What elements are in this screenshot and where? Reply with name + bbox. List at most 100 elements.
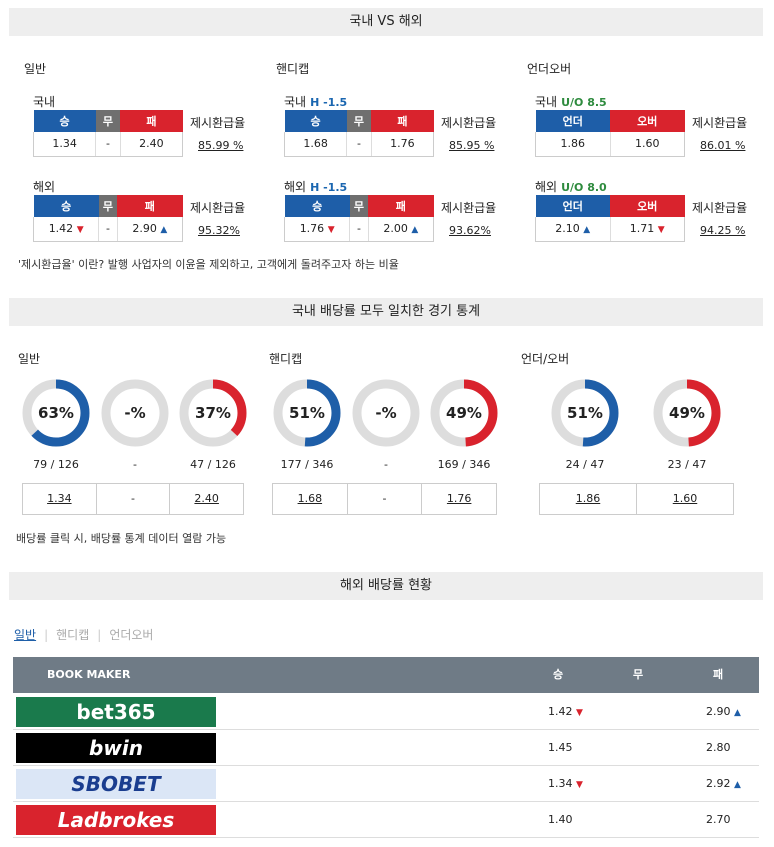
tab-handicap[interactable]: 핸디캡 [56,628,90,642]
win-odds: 1.42 ▼ [32,217,99,242]
up-arrow-icon: ▲ [734,780,741,790]
win-odds: 1.45 [548,741,573,754]
stat-odds-link[interactable]: 1.76 [421,484,496,514]
down-arrow-icon: ▼ [576,780,583,790]
donut-count: 177 / 346 [280,458,334,471]
lose-header: 패 [371,110,434,132]
down-arrow-icon: ▼ [76,225,84,236]
rate-label: 제시환급율 [692,201,748,215]
win-header: 승 [284,110,347,132]
section-title-domestic-vs-overseas: 국내 VS 해외 [9,8,763,36]
donut-percent: 51% [567,404,603,422]
down-arrow-icon: ▼ [327,225,335,236]
donut-count: - [133,458,137,471]
donut-arc [179,379,247,447]
bookmaker-table-header: BOOK MAKER 승 무 패 [13,657,759,693]
underover-stats-odds-box: 1.86 1.60 [539,483,734,515]
stat-odds-link[interactable]: 1.68 [297,492,323,505]
general-domestic-rate: 85.99 % [198,139,244,152]
stat-odds-link[interactable]: 2.40 [169,484,243,514]
donut-arc [653,379,721,447]
under-odds: 1.86 [535,132,610,157]
bet365-logo: bet365 [16,697,216,727]
over-odds: 1.71 ▼ [609,217,685,242]
up-arrow-icon: ▲ [411,225,419,236]
general-overseas-rate: 95.32% [198,224,240,237]
donut-percent: 63% [38,404,74,422]
stats-title-underover: 언더/오버 [521,352,570,366]
stat-odds-link: - [346,484,422,514]
over-header: 오버 [610,110,685,132]
donut-arc [273,379,341,447]
bookmaker-row-sbobet: SBOBET 1.34 ▼ 2.92 ▲ [13,766,759,802]
underover-domestic-rate: 86.01 % [700,139,746,152]
general-d2-donut: -% [100,378,170,448]
underover-overseas-rate: 94.25 % [700,224,746,237]
win-header: 승 [33,110,96,132]
stats-title-handicap: 핸디캡 [269,352,303,366]
tab-general[interactable]: 일반 [14,628,37,642]
donut-percent: 51% [289,404,325,422]
rate-label: 제시환급율 [190,201,246,215]
underover-d3-donut: 49% [652,378,722,448]
rate-label: 제시환급율 [692,116,748,130]
donut-count: 23 / 47 [667,458,707,471]
lose-odds: 2.00 ▲ [367,217,435,242]
win-odds: 1.68 [283,132,347,157]
lose-odds: 2.80 [706,741,731,754]
rate-label: 제시환급율 [190,116,246,130]
stat-odds-link[interactable]: 1.86 [575,492,601,505]
down-arrow-icon: ▼ [657,225,665,236]
under-header: 언더 [535,110,610,132]
stats-note: 배당률 클릭 시, 배당률 통계 데이터 열람 가능 [16,532,227,545]
donut-count: 47 / 126 [190,458,236,471]
draw-header: 무 [349,195,369,217]
up-arrow-icon: ▲ [734,708,741,718]
win-odds: 1.34 ▼ [548,777,583,790]
lose-odds: 2.70 [706,813,731,826]
underover-overseas-odds-table: 언더 오버 2.10 ▲ 1.71 ▼ [535,195,685,242]
win-odds: 1.76 ▼ [283,217,350,242]
donut-count: 79 / 126 [33,458,79,471]
lose-odds: 2.90 ▲ [706,705,741,718]
stats-title-general: 일반 [18,352,41,366]
donut-arc [22,379,90,447]
general-d3-donut: 37% [178,378,248,448]
handicap-overseas-label: 해외 H -1.5 [284,180,348,194]
under-header: 언더 [535,195,610,217]
donut-percent: 49% [669,404,705,422]
over-header: 오버 [610,195,685,217]
donut-percent: -% [124,404,146,422]
odds-tabs: 일반 | 핸디캡 | 언더오버 [14,628,154,642]
lose-header: 패 [713,668,724,681]
handicap-d3-donut: 49% [429,378,499,448]
bookmaker-header: BOOK MAKER [47,668,131,681]
donut-count: 169 / 346 [437,458,491,471]
sbobet-logo: SBOBET [16,769,216,799]
tab-underover[interactable]: 언더오버 [109,628,154,642]
underover-overseas-label: 해외 U/O 8.0 [535,180,607,194]
donut-percent: 49% [446,404,482,422]
general-d1-donut: 63% [21,378,91,448]
draw-header: 무 [633,668,644,681]
donut-count: 24 / 47 [565,458,605,471]
win-header: 승 [553,668,564,681]
draw-odds: - [98,217,118,242]
general-domestic-label: 국내 [33,95,56,109]
draw-header: 무 [95,110,121,132]
underover-d1-donut: 51% [550,378,620,448]
handicap-domestic-label: 국내 H -1.5 [284,95,348,109]
underover-domestic-label: 국내 U/O 8.5 [535,95,607,109]
lose-header: 패 [368,195,434,217]
stat-odds-link[interactable]: 1.60 [636,484,733,514]
donut-arc [551,379,619,447]
stat-odds-link[interactable]: 1.34 [47,492,72,505]
stat-odds-link: - [95,484,170,514]
underover-domestic-odds-table: 언더 오버 1.86 1.60 [535,110,685,157]
group-title-underover: 언더오버 [527,62,572,76]
bookmaker-row-bet365: bet365 1.42 ▼ 2.90 ▲ [13,694,759,730]
win-odds: 1.40 [548,813,573,826]
